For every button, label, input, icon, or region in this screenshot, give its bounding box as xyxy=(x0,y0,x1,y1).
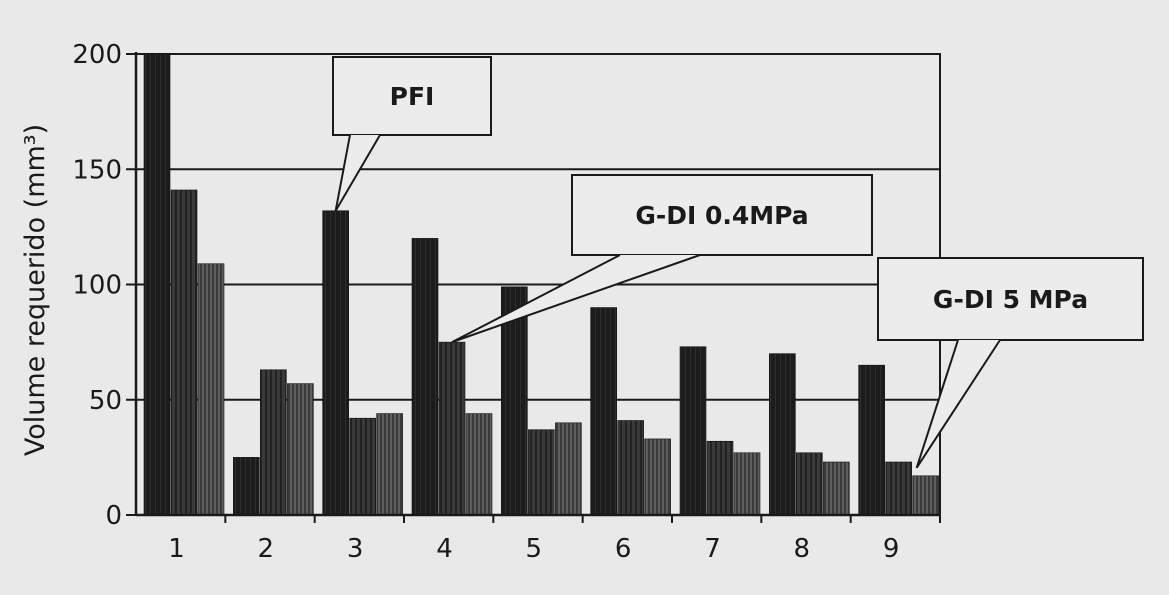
callout-box xyxy=(332,56,492,136)
bar xyxy=(769,353,796,516)
bar xyxy=(912,475,939,516)
bar xyxy=(170,189,198,516)
bar xyxy=(706,440,734,516)
bar xyxy=(555,422,582,516)
y-tick-label: 100 xyxy=(72,271,122,301)
bar xyxy=(528,429,555,516)
y-tick-label: 150 xyxy=(72,155,122,185)
bar xyxy=(617,420,644,516)
bar xyxy=(322,210,349,516)
bar xyxy=(260,369,287,516)
y-tick-label: 200 xyxy=(72,40,122,70)
x-tick-label: 1 xyxy=(168,534,185,564)
callout-label: G-DI 0.4MPa xyxy=(635,201,808,230)
bar xyxy=(287,383,314,516)
bar xyxy=(858,364,885,516)
bar xyxy=(465,413,493,516)
callout: G-DI 0.4MPa xyxy=(451,174,873,344)
x-tick-label: 8 xyxy=(794,534,811,564)
callout-pointer xyxy=(334,134,381,212)
callout: G-DI 5 MPa xyxy=(877,257,1144,469)
callout-pointer xyxy=(915,339,1001,469)
bar xyxy=(143,53,171,516)
bar xyxy=(411,238,439,516)
x-tick-label: 6 xyxy=(615,534,632,564)
callouts-layer: PFI G-DI 0.4MPa G-DI 5 MPa xyxy=(332,56,1144,469)
callout-pointer xyxy=(451,254,701,344)
axes-layer: 0 50 100 150 200 1 2 3 4 5 6 7 8 9 xyxy=(72,40,941,564)
y-tick-label: 50 xyxy=(89,386,122,416)
x-tick-label: 5 xyxy=(526,534,543,564)
bar xyxy=(590,307,617,516)
x-tick-label: 7 xyxy=(704,534,721,564)
bar xyxy=(644,438,671,516)
bar xyxy=(885,461,912,516)
bar xyxy=(796,452,823,516)
bar xyxy=(733,452,761,516)
x-tick-label: 3 xyxy=(347,534,364,564)
bar xyxy=(197,263,225,516)
callout-box xyxy=(571,174,873,256)
callout-label: G-DI 5 MPa xyxy=(933,285,1088,314)
bar xyxy=(376,413,403,516)
bar xyxy=(349,417,376,516)
bars-layer xyxy=(143,53,939,516)
callout-box xyxy=(877,257,1144,341)
x-tick-label: 2 xyxy=(258,534,275,564)
x-tick-label: 4 xyxy=(436,534,453,564)
bar xyxy=(823,461,850,516)
bar xyxy=(233,457,260,516)
bar xyxy=(679,346,707,516)
callout: PFI xyxy=(332,56,492,212)
y-tick-label: 0 xyxy=(105,501,122,531)
y-axis-label: Volume requerido (mm³) xyxy=(20,124,51,456)
x-tick-label: 9 xyxy=(883,534,900,564)
callout-label: PFI xyxy=(390,82,435,111)
bar xyxy=(501,286,528,516)
bar xyxy=(438,341,466,516)
